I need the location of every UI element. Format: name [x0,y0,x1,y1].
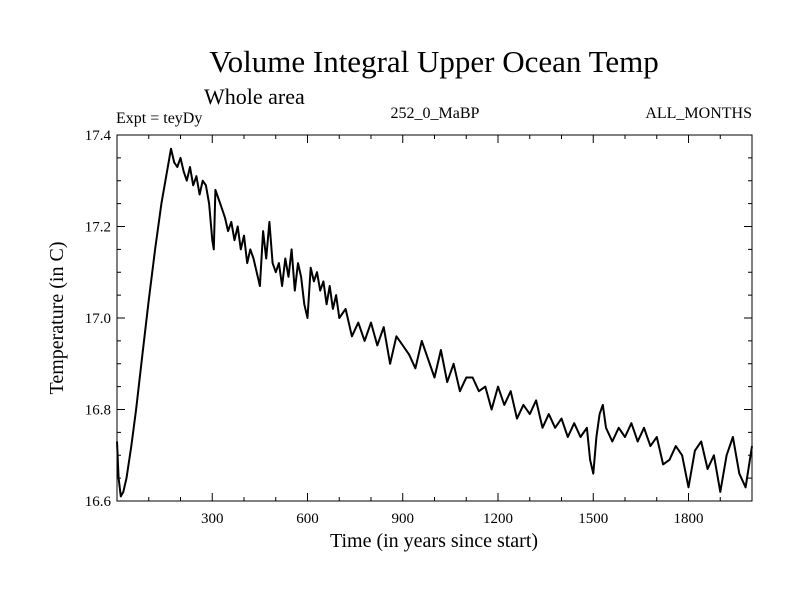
series-layer [116,147,753,498]
series-line [116,147,753,498]
x-tick-label: 1500 [578,511,608,527]
y-axis-ticks: 16.6 16.8 17.0 17.2 17.4 [85,128,752,510]
x-tick-label: 900 [392,511,415,527]
y-tick-label: 16.8 [85,403,111,419]
x-axis-ticks: 300 600 900 1200 1500 1800 [148,135,721,527]
x-tick-label: 300 [201,511,224,527]
y-tick-label: 17.4 [85,128,112,144]
chart-title: Volume Integral Upper Ocean Temp [209,44,659,79]
x-tick-label: 1800 [674,511,704,527]
plot-frame [116,134,753,502]
x-tick-label: 1200 [483,511,513,527]
y-tick-label: 17.0 [85,311,111,327]
y-tick-label: 16.6 [85,494,112,510]
chart-subtitle: Whole area [204,84,305,109]
case-label: 252_0_MaBP [391,105,480,122]
y-tick-label: 17.2 [85,220,111,236]
experiment-label: Expt = teyDy [116,110,202,127]
x-tick-label: 600 [296,511,319,527]
x-axis-label: Time (in years since start) [330,530,538,552]
y-axis-label: Temperature (in C) [46,242,68,395]
months-label: ALL_MONTHS [645,105,752,122]
